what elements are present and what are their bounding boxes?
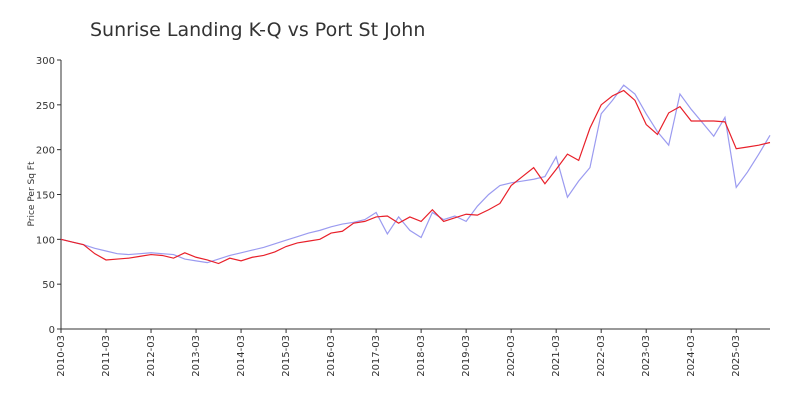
y-tick-label: 200 xyxy=(36,146,55,157)
series-line xyxy=(60,89,771,265)
x-tick-label: 2012-03 xyxy=(146,335,157,377)
x-tick-label: 2014-03 xyxy=(236,335,247,377)
x-tick-label: 2024-03 xyxy=(686,335,697,377)
y-tick-label: 250 xyxy=(36,101,55,112)
y-tick-label: 150 xyxy=(36,191,55,202)
chart-title: Sunrise Landing K-Q vs Port St John xyxy=(90,19,425,41)
x-tick-label: 2023-03 xyxy=(641,335,652,377)
x-tick-label: 2016-03 xyxy=(326,335,337,377)
x-tick-label: 2022-03 xyxy=(596,335,607,377)
x-tick-label: 2010-03 xyxy=(56,335,67,377)
series-line xyxy=(60,84,771,264)
y-axis-label: Price Per Sq Ft xyxy=(27,161,37,226)
x-tick-label: 2019-03 xyxy=(461,335,472,377)
x-tick-label: 2018-03 xyxy=(416,335,427,377)
x-tick-label: 2011-03 xyxy=(101,335,112,377)
x-tick-label: 2025-03 xyxy=(731,335,742,377)
y-tick-label: 0 xyxy=(49,325,55,336)
y-tick-label: 50 xyxy=(42,280,55,291)
y-tick-label: 300 xyxy=(36,56,55,67)
x-tick-label: 2017-03 xyxy=(371,335,382,377)
x-tick-label: 2015-03 xyxy=(281,335,292,377)
x-tick-label: 2020-03 xyxy=(506,335,517,377)
x-tick-label: 2013-03 xyxy=(191,335,202,377)
x-tick-label: 2021-03 xyxy=(551,335,562,377)
y-tick-label: 100 xyxy=(36,235,55,246)
